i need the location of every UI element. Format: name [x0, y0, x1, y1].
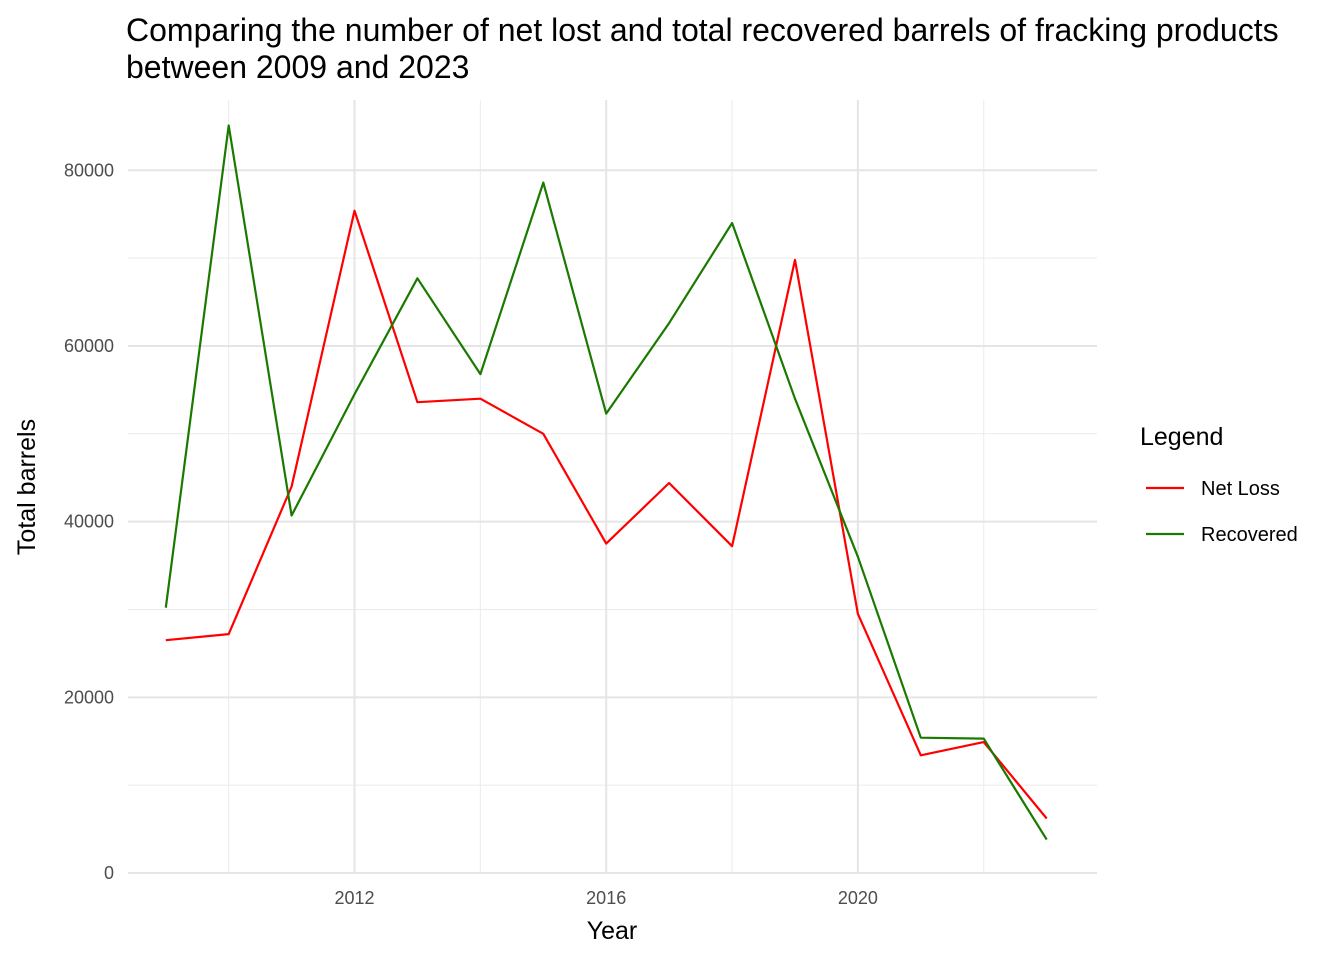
chart-title: Comparing the number of net lost and tot…: [126, 12, 1279, 85]
y-tick-label: 20000: [64, 687, 114, 707]
series-lines: [164, 124, 1048, 841]
y-tick-label: 40000: [64, 512, 114, 532]
x-axis-title: Year: [587, 917, 638, 945]
y-tick-label: 60000: [64, 336, 114, 356]
series-line-recovered: [164, 124, 1048, 841]
y-tick-label: 0: [104, 863, 114, 883]
legend-label: Recovered: [1201, 524, 1298, 546]
x-tick-label: 2012: [334, 888, 374, 908]
grid: [128, 100, 1097, 874]
legend-label: Net Loss: [1201, 478, 1280, 500]
series-line-net-loss: [165, 209, 1048, 820]
x-tick-label: 2020: [838, 888, 878, 908]
legend: Legend Net Loss Recovered: [1140, 423, 1298, 546]
axis-ticks: 2012 2016 2020 0 20000 40000 60000 80000: [64, 160, 878, 908]
y-axis-title: Total barrels: [13, 419, 41, 555]
legend-title: Legend: [1140, 423, 1223, 451]
x-tick-label: 2016: [586, 888, 626, 908]
y-tick-label: 80000: [64, 160, 114, 180]
